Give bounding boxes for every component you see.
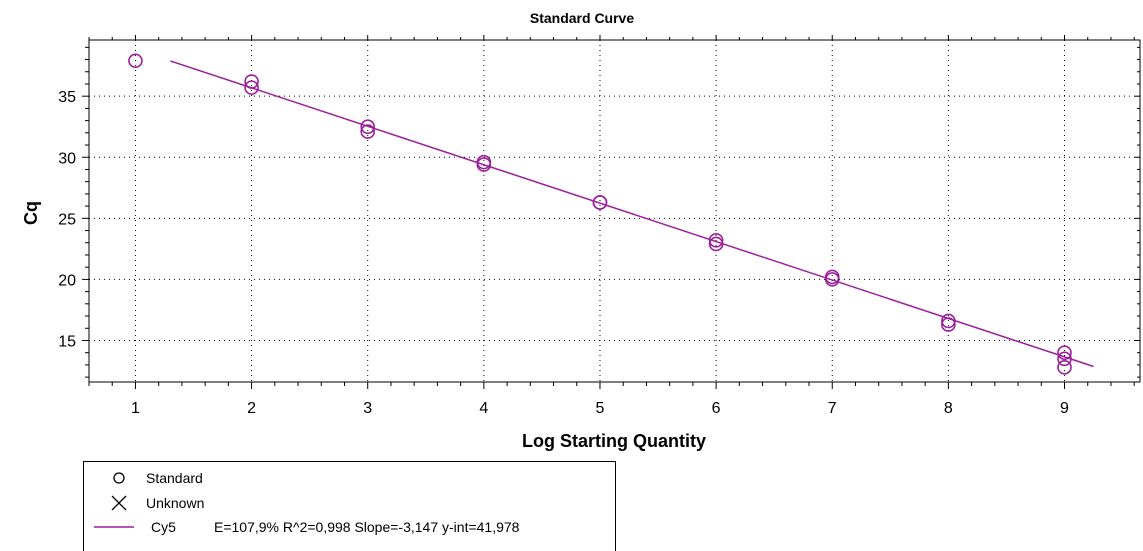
fit-line [170, 60, 1094, 368]
standard-point [1057, 351, 1072, 367]
y-tick-label: 30 [58, 150, 76, 167]
legend-standard-label: Standard [146, 470, 203, 486]
x-tick-label: 3 [363, 400, 372, 417]
x-tick-label: 1 [131, 400, 140, 417]
standard-point [1057, 360, 1072, 375]
standard-point [824, 272, 840, 287]
standard-point [708, 233, 724, 248]
x-axis-label: Log Starting Quantity [522, 431, 706, 451]
x-tick-label: 4 [479, 400, 488, 417]
y-tick-label: 20 [58, 272, 76, 289]
standard-point [476, 157, 492, 172]
axis-ticks: 1 2 3 4 5 6 7 8 9 15 20 25 30 35 [58, 35, 1140, 417]
standard-point [244, 80, 259, 95]
legend-unknown-marker [111, 495, 127, 511]
x-tick-label: 8 [944, 400, 953, 417]
standard-point [128, 53, 143, 69]
x-tick-label: 9 [1060, 400, 1069, 417]
x-tick-label: 5 [596, 400, 605, 417]
legend: Standard Unknown Cy5 E=107,9% R^2=0,998 … [83, 461, 616, 551]
y-tick-label: 15 [58, 333, 76, 350]
legend-standard-marker [113, 472, 125, 484]
standard-point [941, 313, 956, 329]
y-axis-label: Cq [21, 201, 41, 225]
y-tick-label: 35 [58, 89, 76, 106]
legend-fit-stats: E=107,9% R^2=0,998 Slope=-3,147 y-int=41… [214, 519, 520, 535]
grid-lines [89, 40, 1140, 382]
x-tick-label: 7 [828, 400, 837, 417]
fit-line-layer [170, 60, 1094, 368]
x-tick-label: 2 [247, 400, 256, 417]
data-points [128, 53, 1072, 375]
standard-point [1057, 345, 1072, 360]
standard-point [244, 74, 259, 89]
legend-fit-label: Cy5 [151, 519, 176, 535]
standard-point [360, 124, 376, 139]
standard-point [941, 317, 956, 332]
chart-title: Standard Curve [530, 10, 634, 26]
legend-unknown-label: Unknown [146, 495, 204, 511]
y-tick-label: 25 [58, 211, 76, 228]
standard-point [708, 236, 724, 252]
standard-point [360, 119, 376, 135]
x-tick-label: 6 [712, 400, 721, 417]
standard-point [592, 195, 608, 210]
plot-frame [88, 39, 1141, 383]
